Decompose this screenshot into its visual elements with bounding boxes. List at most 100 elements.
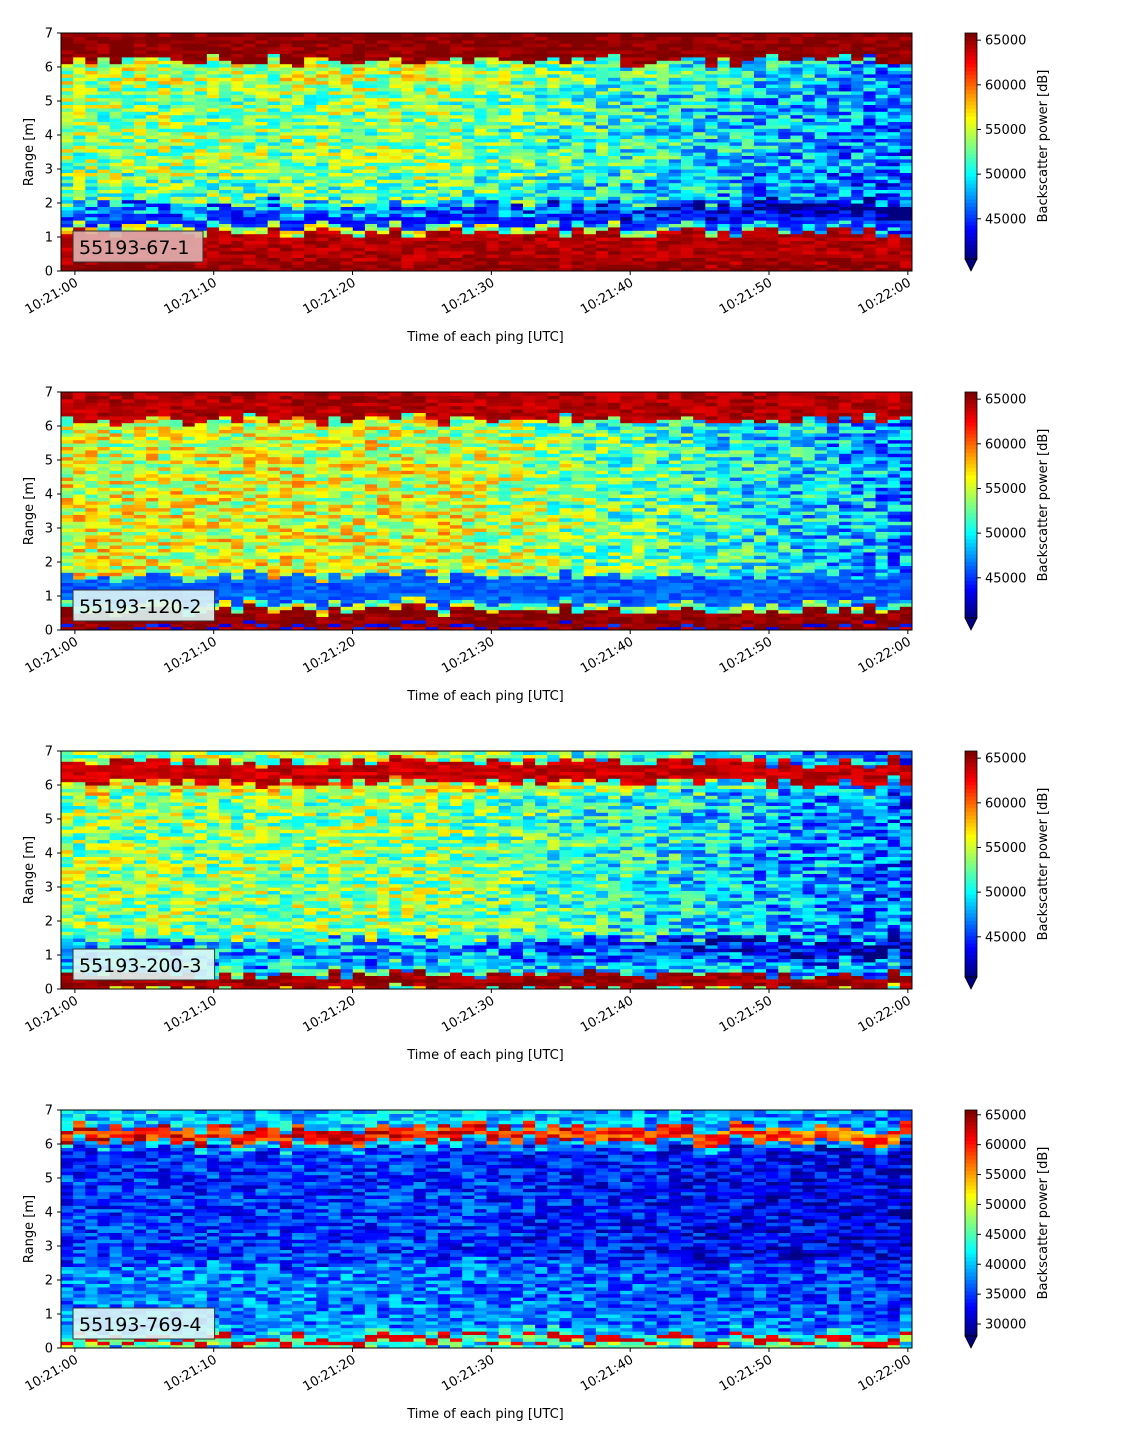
x-tick-label: 10:21:00 — [23, 275, 81, 317]
heatmap-cell — [851, 114, 864, 119]
heatmap-cell — [462, 267, 475, 271]
heatmap-cell — [753, 53, 767, 58]
heatmap-cell — [73, 50, 86, 54]
heatmap-cell — [583, 141, 597, 146]
heatmap-cell — [437, 179, 451, 184]
heatmap-cell — [109, 73, 123, 78]
heatmap-cell — [498, 70, 512, 75]
heatmap-cell — [304, 172, 317, 177]
heatmap-cell — [668, 243, 682, 248]
heatmap-cell — [705, 203, 719, 207]
heatmap-cell — [717, 124, 731, 129]
colorbar-segment — [965, 146, 977, 151]
heatmap-cell — [790, 213, 804, 218]
heatmap-cell — [887, 70, 901, 75]
heatmap-cell — [717, 186, 731, 190]
heatmap-cell — [462, 186, 475, 190]
heatmap-cell — [255, 39, 269, 44]
heatmap-cell — [632, 141, 646, 146]
heatmap-cell — [899, 84, 912, 88]
heatmap-cell — [839, 128, 852, 133]
heatmap-cell — [681, 189, 694, 194]
heatmap-cell — [474, 33, 488, 37]
heatmap-cell — [899, 94, 912, 99]
heatmap-cell — [741, 179, 755, 184]
heatmap-cell — [352, 247, 366, 252]
heatmap-cell — [231, 196, 244, 201]
heatmap-cell — [668, 196, 682, 201]
heatmap-cell — [668, 111, 682, 116]
heatmap-cell — [109, 101, 123, 105]
heatmap-cell — [267, 94, 281, 99]
heatmap-cell — [595, 114, 609, 119]
heatmap-cell — [668, 213, 682, 218]
heatmap-cell — [571, 94, 585, 99]
heatmap-cell — [863, 53, 877, 58]
heatmap-cell — [413, 121, 427, 126]
heatmap-cell — [681, 264, 694, 269]
heatmap-cell — [522, 250, 536, 255]
heatmap-cell — [255, 114, 269, 119]
heatmap-cell — [85, 60, 99, 65]
heatmap-cell — [109, 87, 123, 92]
heatmap-cell — [547, 260, 561, 265]
heatmap-cell — [182, 118, 196, 122]
heatmap-cell — [194, 203, 208, 207]
heatmap-cell — [766, 94, 779, 99]
heatmap-cell — [279, 60, 293, 65]
heatmap-cell — [766, 169, 779, 173]
heatmap-cell — [462, 46, 475, 51]
heatmap-cell — [364, 216, 378, 221]
heatmap-cell — [608, 254, 621, 258]
heatmap-cell — [571, 175, 585, 180]
heatmap-cell — [279, 138, 293, 143]
heatmap-cell — [133, 209, 147, 214]
heatmap-cell — [875, 240, 889, 245]
heatmap-cell — [413, 90, 427, 95]
heatmap-cell — [194, 73, 208, 78]
heatmap-cell — [705, 206, 719, 211]
heatmap-cell — [644, 213, 658, 218]
heatmap-cell — [437, 39, 451, 44]
heatmap-cell — [644, 94, 658, 99]
heatmap-cell — [826, 165, 840, 170]
heatmap-cell — [73, 67, 86, 71]
heatmap-cell — [255, 50, 269, 54]
heatmap-cell — [304, 148, 317, 153]
heatmap-cell — [194, 63, 208, 68]
heatmap-cell — [170, 216, 184, 221]
heatmap-cell — [583, 148, 597, 153]
heatmap-cell — [632, 250, 646, 255]
heatmap-cell — [316, 46, 330, 51]
heatmap-cell — [826, 43, 840, 48]
heatmap-cell — [681, 36, 694, 41]
heatmap-cell — [328, 90, 342, 95]
heatmap-cell — [729, 84, 743, 88]
heatmap-cell — [802, 141, 816, 146]
heatmap-cell — [267, 216, 281, 221]
colorbar-segment — [965, 168, 977, 173]
heatmap-cell — [219, 186, 232, 190]
heatmap-cell — [437, 36, 451, 41]
heatmap-cell — [267, 162, 281, 167]
heatmap-cell — [741, 50, 755, 54]
heatmap-cell — [73, 63, 86, 68]
heatmap-cell — [364, 107, 378, 112]
heatmap-cell — [717, 247, 731, 252]
heatmap-cell — [401, 223, 415, 228]
heatmap-cell — [194, 267, 208, 271]
heatmap-cell — [510, 39, 524, 44]
heatmap-cell — [729, 267, 743, 271]
heatmap-cell — [61, 209, 74, 214]
heatmap-cell — [85, 104, 99, 109]
heatmap-cell — [73, 36, 86, 41]
heatmap-cell — [352, 192, 366, 197]
heatmap-cell — [109, 80, 123, 85]
heatmap-cell — [243, 56, 257, 61]
heatmap-cell — [364, 206, 378, 211]
heatmap-cell — [899, 186, 912, 190]
heatmap-cell — [790, 77, 804, 82]
heatmap-cell — [279, 179, 293, 184]
heatmap-cell — [291, 111, 305, 116]
heatmap-cell — [85, 267, 99, 271]
